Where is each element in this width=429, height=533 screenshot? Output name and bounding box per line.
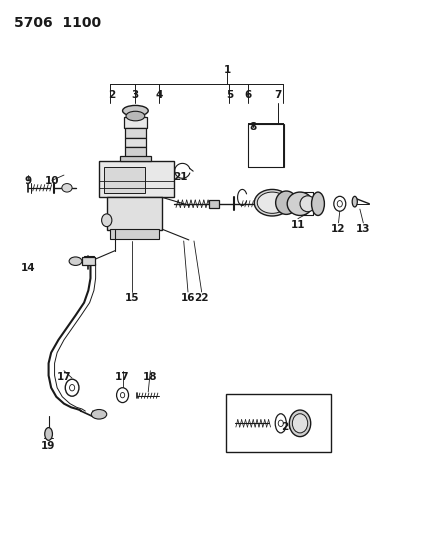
Ellipse shape [287, 192, 313, 215]
Bar [99, 161, 174, 197]
Ellipse shape [62, 183, 72, 192]
Bar [248, 124, 284, 166]
Ellipse shape [292, 414, 308, 433]
Bar [125, 148, 146, 157]
Text: 22: 22 [194, 293, 209, 303]
Bar [125, 138, 146, 148]
Text: 6: 6 [244, 90, 251, 100]
Ellipse shape [69, 257, 82, 265]
Text: 20: 20 [281, 422, 295, 432]
Ellipse shape [289, 410, 311, 437]
Circle shape [102, 214, 112, 227]
Text: 11: 11 [290, 220, 305, 230]
Bar [104, 166, 145, 193]
Text: 19: 19 [41, 441, 55, 451]
Text: 1: 1 [224, 65, 231, 75]
Text: 16: 16 [181, 293, 195, 303]
Text: 4: 4 [155, 90, 163, 100]
Text: 2: 2 [108, 90, 115, 100]
Bar [107, 197, 162, 230]
Bar [125, 128, 146, 138]
Ellipse shape [257, 192, 287, 213]
Text: 13: 13 [356, 224, 371, 235]
Text: 8: 8 [249, 122, 257, 132]
Text: 21: 21 [173, 172, 187, 182]
Text: 3: 3 [132, 90, 139, 100]
Ellipse shape [276, 191, 297, 214]
Ellipse shape [254, 189, 290, 216]
Bar [110, 229, 159, 239]
Text: 15: 15 [125, 293, 140, 303]
Text: 9: 9 [24, 176, 31, 187]
Ellipse shape [311, 192, 324, 215]
Text: 5: 5 [226, 90, 233, 100]
Bar [227, 394, 331, 451]
Text: 12: 12 [331, 224, 346, 235]
Text: 10: 10 [45, 176, 59, 187]
Bar [124, 117, 147, 128]
Text: 17: 17 [57, 372, 71, 382]
Text: 7: 7 [274, 90, 281, 100]
Bar [82, 257, 95, 265]
Bar [209, 199, 219, 208]
Text: 14: 14 [21, 263, 36, 272]
Ellipse shape [45, 427, 52, 440]
Ellipse shape [91, 409, 107, 419]
Text: 18: 18 [143, 372, 157, 382]
Ellipse shape [123, 106, 148, 116]
Bar [120, 156, 151, 161]
Ellipse shape [352, 196, 357, 207]
Text: 17: 17 [115, 372, 130, 382]
Ellipse shape [126, 111, 145, 121]
Text: 5706  1100: 5706 1100 [14, 15, 101, 29]
Ellipse shape [300, 196, 315, 212]
